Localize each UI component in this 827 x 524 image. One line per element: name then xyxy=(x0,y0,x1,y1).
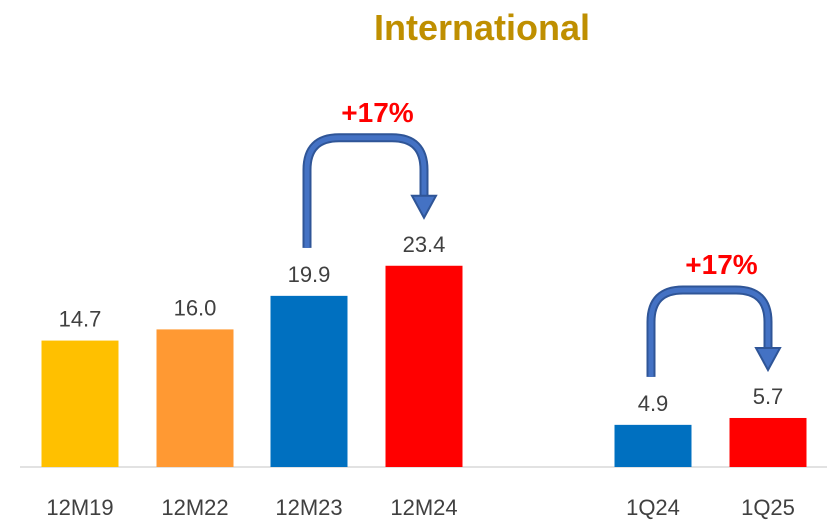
value-label-12m19: 14.7 xyxy=(59,307,102,332)
bar-12m22 xyxy=(156,329,234,467)
value-label-1q25: 5.7 xyxy=(753,384,784,409)
growth-arrow-inner-2 xyxy=(648,287,771,377)
growth-label-1: +17% xyxy=(341,97,413,128)
bar-12m24 xyxy=(385,265,463,467)
bar-1q24 xyxy=(614,424,692,467)
bar-1q25 xyxy=(729,417,807,467)
value-label-12m22: 16.0 xyxy=(174,295,217,320)
value-labels-group: 14.7 16.0 19.9 23.4 4.9 5.7 xyxy=(59,232,784,416)
category-labels-group: 12M19 12M22 12M23 12M24 1Q24 1Q25 xyxy=(46,495,795,520)
chart-title: International xyxy=(374,7,590,48)
category-label-12m22: 12M22 xyxy=(161,495,228,520)
category-label-12m23: 12M23 xyxy=(275,495,342,520)
growth-label-2: +17% xyxy=(685,249,757,280)
growth-arrowhead-1 xyxy=(410,194,438,220)
bar-12m19 xyxy=(41,340,119,467)
growth-arrowhead-2 xyxy=(754,346,782,373)
category-label-12m19: 12M19 xyxy=(46,495,113,520)
growth-arrow-2 xyxy=(646,285,773,377)
growth-arrow-inner-1 xyxy=(304,135,427,248)
bar-12m23 xyxy=(270,295,348,467)
value-label-12m24: 23.4 xyxy=(403,232,446,257)
category-label-1q24: 1Q24 xyxy=(626,495,680,520)
value-label-1q24: 4.9 xyxy=(638,391,669,416)
value-label-12m23: 19.9 xyxy=(288,262,331,287)
bars-group xyxy=(41,265,807,467)
growth-arrows-group: +17% +17% xyxy=(302,97,782,377)
category-label-12m24: 12M24 xyxy=(390,495,457,520)
category-label-1q25: 1Q25 xyxy=(741,495,795,520)
